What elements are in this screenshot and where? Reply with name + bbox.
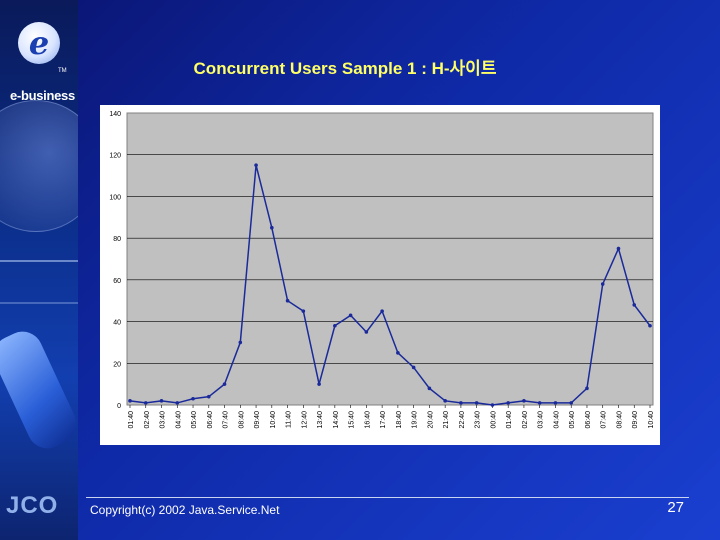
logo-text: e-business [10, 88, 75, 103]
x-tick-label: 06:40 [585, 411, 592, 429]
x-tick-label: 16:40 [364, 411, 371, 429]
x-tick-label: 11:40 [286, 411, 293, 428]
x-tick-label: 01:40 [128, 411, 135, 429]
data-point [206, 394, 211, 399]
data-point [632, 303, 637, 307]
data-point [648, 323, 652, 328]
globe-graphic [0, 100, 78, 232]
x-tick-label: 08:40 [616, 411, 623, 429]
x-tick-label: 04:40 [553, 411, 560, 429]
x-tick-label: 15:40 [349, 411, 356, 429]
y-tick-label: 120 [109, 153, 121, 160]
data-point [364, 330, 369, 334]
data-point [143, 401, 148, 405]
wave-graphic [0, 260, 78, 304]
phone-graphic [0, 325, 78, 455]
data-point [301, 309, 306, 313]
x-tick-label: 10:40 [270, 411, 277, 429]
x-tick-label: 17:40 [380, 411, 387, 429]
x-tick-label: 19:40 [412, 411, 419, 429]
x-tick-label: 05:40 [191, 411, 198, 429]
x-tick-label: 05:40 [569, 411, 576, 429]
data-point [522, 399, 526, 403]
sidebar-decoration: e TM e-business JCO [0, 0, 78, 540]
y-tick-label: 80 [113, 236, 121, 243]
data-point [537, 401, 542, 405]
y-tick-label: 60 [113, 278, 121, 285]
data-point [348, 313, 353, 318]
data-point [443, 399, 447, 403]
x-tick-label: 06:40 [207, 411, 214, 429]
data-point [380, 309, 384, 313]
data-point [128, 399, 132, 403]
data-point [553, 401, 558, 405]
data-point [222, 382, 227, 386]
series-line [129, 164, 651, 406]
x-tick-label: 02:40 [144, 411, 151, 429]
data-point [474, 401, 479, 405]
data-point [175, 401, 180, 405]
e-logo-icon: e [18, 22, 60, 64]
x-tick-label: 09:40 [254, 411, 261, 429]
plot-area [126, 112, 654, 406]
data-point [506, 401, 510, 405]
x-tick-label: 13:40 [317, 411, 324, 429]
data-point [238, 340, 243, 345]
data-point [285, 298, 290, 303]
x-tick-label: 01:40 [506, 411, 513, 429]
data-point [270, 225, 274, 230]
y-tick-label: 100 [109, 194, 121, 201]
x-tick-label: 22:40 [459, 411, 466, 429]
data-point [191, 396, 195, 401]
line-chart: 0 20 40 60 80 100 120 140 01:40 02:40 03:40 04:40 05… [100, 105, 660, 445]
data-point [600, 282, 605, 286]
data-point [616, 246, 621, 251]
data-point [427, 386, 432, 391]
data-point [333, 323, 337, 328]
x-tick-label: 03:40 [538, 411, 545, 429]
x-tick-label: 09:40 [632, 411, 639, 429]
x-tick-label: 07:40 [223, 411, 230, 429]
y-tick-label: 140 [109, 111, 121, 118]
data-point [411, 365, 416, 370]
copyright-footer: Copyright(c) 2002 Java.Service.Net [90, 503, 280, 517]
x-tick-label: 12:40 [301, 411, 308, 429]
data-point [254, 163, 258, 167]
x-tick-label: 00:40 [490, 411, 497, 429]
x-tick-label: 03:40 [160, 411, 167, 429]
logo-trademark: TM [58, 68, 67, 74]
y-tick-label: 40 [113, 320, 121, 327]
data-point [459, 401, 463, 405]
data-point [585, 386, 589, 391]
data-point [317, 382, 321, 386]
x-tick-label: 20:40 [427, 411, 434, 429]
page-number: 27 [667, 499, 684, 516]
x-tick-label: 14:40 [333, 411, 340, 429]
jco-logo: JCO [6, 492, 59, 519]
slide-title: Concurrent Users Sample 1 : H-사이트 [193, 59, 497, 78]
data-point [569, 401, 574, 405]
x-tick-label: 07:40 [601, 411, 608, 429]
footer-divider [86, 497, 689, 498]
x-tick-label: 23:40 [475, 411, 482, 429]
x-tick-label: 21:40 [443, 411, 450, 429]
data-point [490, 403, 495, 407]
x-tick-label: 18:40 [396, 411, 403, 429]
y-tick-label: 0 [117, 403, 121, 410]
x-tick-label: 02:40 [522, 411, 529, 429]
y-tick-label: 20 [113, 361, 121, 368]
x-tick-label: 04:40 [175, 411, 182, 429]
data-point [159, 399, 164, 403]
x-tick-label: 08:40 [238, 411, 245, 429]
data-point [396, 351, 400, 355]
x-tick-label: 10:40 [648, 411, 655, 429]
